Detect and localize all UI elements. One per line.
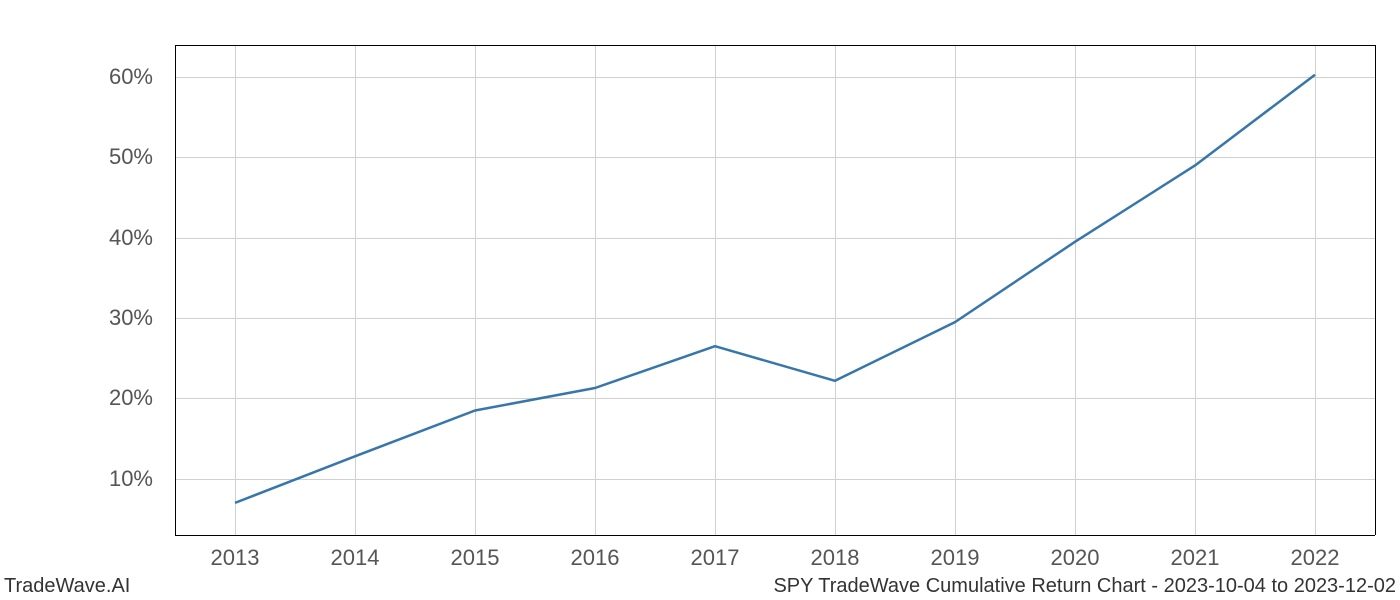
line-series <box>0 0 1400 600</box>
y-tick-label: 50% <box>109 144 153 170</box>
footer-right-label: SPY TradeWave Cumulative Return Chart - … <box>773 575 1396 598</box>
y-tick-label: 60% <box>109 64 153 90</box>
cumulative-return-line <box>235 75 1315 503</box>
x-tick-label: 2020 <box>1051 545 1100 571</box>
x-tick-label: 2018 <box>811 545 860 571</box>
chart-container: 2013 2014 2015 2016 2017 2018 2019 2020 2021 2022… <box>0 0 1400 600</box>
x-tick-label: 2019 <box>931 545 980 571</box>
x-tick-label: 2022 <box>1291 545 1340 571</box>
y-tick-label: 20% <box>109 385 153 411</box>
x-tick-label: 2017 <box>691 545 740 571</box>
footer-left-label: TradeWave.AI <box>4 575 130 598</box>
x-tick-label: 2013 <box>211 545 260 571</box>
y-tick-label: 10% <box>109 466 153 492</box>
y-tick-label: 30% <box>109 305 153 331</box>
x-tick-label: 2015 <box>451 545 500 571</box>
x-tick-label: 2014 <box>331 545 380 571</box>
x-tick-label: 2016 <box>571 545 620 571</box>
x-tick-label: 2021 <box>1171 545 1220 571</box>
y-tick-label: 40% <box>109 225 153 251</box>
